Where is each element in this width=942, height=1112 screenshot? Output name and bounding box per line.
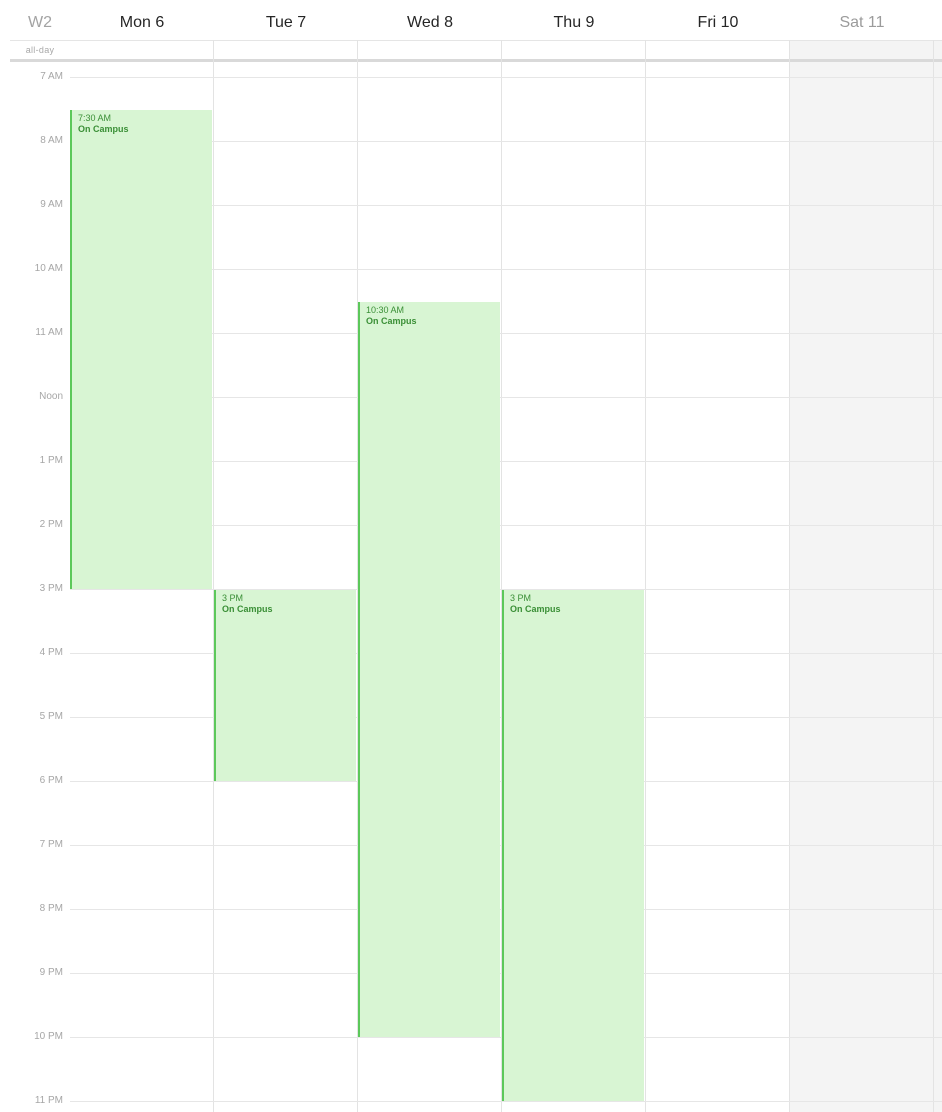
hour-gridline (70, 269, 942, 270)
hour-label: 9 PM (39, 967, 63, 978)
event-time: 10:30 AM (366, 305, 405, 315)
event-time: 7:30 AM (78, 113, 112, 123)
column-divider (933, 40, 934, 1112)
hour-gridline (70, 141, 942, 142)
hour-label: 7 PM (39, 839, 63, 850)
event-title: On Campus (366, 316, 417, 326)
hour-label: 4 PM (39, 647, 63, 658)
week-number: W2 (28, 14, 52, 31)
day-header-0[interactable]: Mon 6 (119, 14, 165, 31)
calendar-event[interactable]: 10:30 AM On Campus (358, 302, 500, 1037)
day-header-2[interactable]: Wed 8 (407, 14, 453, 31)
hour-label: 5 PM (39, 711, 63, 722)
day-header-4[interactable]: Fri 10 (697, 14, 739, 31)
hour-gridline (70, 1101, 942, 1102)
all-day-label: all-day (25, 45, 55, 55)
calendar-event[interactable]: 3 PM On Campus (214, 590, 356, 781)
hour-label: 3 PM (39, 583, 63, 594)
column-divider (789, 40, 790, 1112)
hour-gridline (70, 77, 942, 78)
calendar-event[interactable]: 3 PM On Campus (502, 590, 644, 1101)
hour-label: 1 PM (39, 455, 63, 466)
event-title: On Campus (510, 604, 561, 614)
all-day-separator (10, 59, 942, 62)
day-header-5[interactable]: Sat 11 (839, 14, 885, 31)
hour-label: 9 AM (40, 199, 63, 210)
hour-label: 6 PM (39, 775, 63, 786)
hour-label: 8 PM (39, 903, 63, 914)
all-day-row[interactable]: all-day (10, 40, 942, 60)
hour-label: 11 PM (34, 1095, 63, 1106)
hour-gridline (70, 589, 942, 590)
hour-gridline (70, 205, 942, 206)
day-header-1[interactable]: Tue 7 (265, 14, 307, 31)
calendar-header: W2 Mon 6 Tue 7 Wed 8 Thu 9 Fri 10 Sat 11 (0, 0, 942, 40)
hour-label: Noon (39, 391, 63, 402)
weekend-background (790, 40, 942, 1112)
event-time: 3 PM (222, 593, 244, 603)
hour-gridline (70, 397, 942, 398)
event-title: On Campus (222, 604, 273, 614)
column-divider (645, 40, 646, 1112)
day-header-3[interactable]: Thu 9 (553, 14, 595, 31)
hour-gridline (70, 333, 942, 334)
hour-label: 10 PM (34, 1031, 63, 1042)
column-divider (213, 40, 214, 1112)
column-divider (501, 40, 502, 1112)
hour-gridline (70, 525, 942, 526)
hour-label: 11 AM (35, 327, 63, 338)
hour-label: 10 AM (34, 263, 63, 274)
hour-label: 8 AM (40, 135, 63, 146)
event-title: On Campus (78, 124, 129, 134)
calendar-event[interactable]: 7:30 AM On Campus (70, 110, 212, 589)
hour-label: 7 AM (40, 71, 63, 82)
hour-label: 2 PM (39, 519, 63, 530)
event-time: 3 PM (510, 593, 532, 603)
column-divider (357, 40, 358, 1112)
hour-gridline (70, 461, 942, 462)
